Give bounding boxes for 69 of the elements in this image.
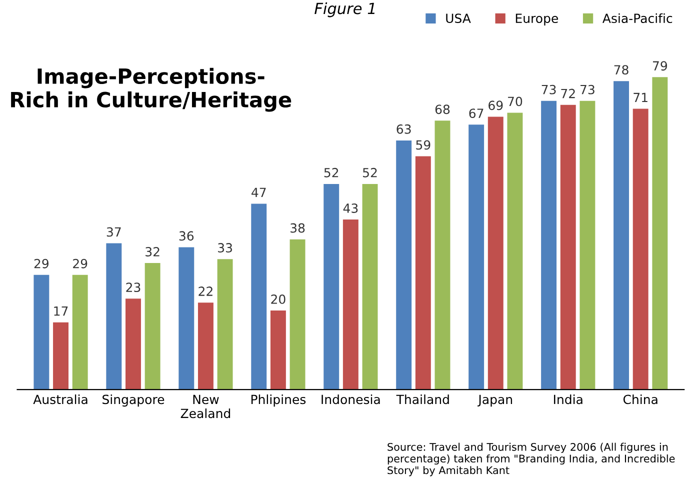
bar [560,104,576,390]
data-label: 59 [416,140,430,150]
data-label: 29 [73,258,88,268]
data-label: 33 [218,243,232,253]
legend-label: Europe [516,14,558,26]
data-label: 17 [54,306,68,316]
chart-subtitle: Figure 1 [314,2,375,18]
legend-label: Asia-Pacific [602,13,672,24]
bar [396,140,412,390]
data-label: 73 [580,84,594,94]
bar [106,243,122,390]
x-tick-label: New Zealand [180,394,230,418]
data-label: 22 [198,286,212,296]
bar [126,298,141,390]
bar [144,263,160,390]
x-tick-label: China [623,394,658,404]
bar [251,204,267,390]
data-label: 38 [290,223,305,233]
bar [488,116,504,390]
data-label: 29 [34,258,49,268]
legend-label: USA [446,14,471,24]
bar [324,184,340,390]
bar [614,81,630,390]
bar [342,220,358,390]
data-label: 23 [126,282,140,292]
bar [632,108,648,390]
data-label: 72 [561,88,575,98]
bar [53,322,68,390]
bar [34,274,50,390]
bar [434,120,450,390]
data-label: 43 [343,204,358,213]
x-tick-label: Thailand [396,394,449,404]
bar [415,156,431,390]
x-tick-label: India [554,394,582,404]
x-tick-label: Japan [478,394,512,407]
source-note: Source: Travel and Tourism Survey 2006 (All figures in percentage) taken from "Branding India, and Incredible Story" by Amitabh Kant [388,442,675,476]
data-label: 78 [614,65,628,75]
data-label: 71 [634,92,648,102]
data-label: 63 [396,124,411,134]
x-tick-label: Australia [33,394,88,404]
data-label: 52 [363,168,377,178]
bar [468,124,484,390]
data-label: 70 [508,96,522,106]
data-label: 32 [146,247,160,256]
bar [178,247,194,390]
data-label: 36 [179,231,194,241]
x-tick-label: Singapore [102,394,164,407]
x-tick-label: Phlipines [251,394,306,407]
bar [198,302,214,390]
data-label: 68 [435,104,450,114]
data-label: 79 [653,61,668,71]
data-label: 47 [252,188,266,197]
bar [652,77,668,390]
bar [290,239,306,390]
data-label: 73 [542,84,556,94]
chart-title: Image-Perceptions- Rich in Culture/Heritage [11,68,292,112]
bar [72,274,88,390]
data-label: 67 [469,108,484,118]
data-label: 52 [324,168,338,178]
x-tick-label: Indonesia [322,394,380,404]
bar [362,184,378,390]
bar [541,100,557,390]
data-label: 20 [271,294,286,304]
data-label: 69 [488,100,503,110]
bar [507,112,523,390]
bar [217,259,233,390]
data-label: 37 [106,227,121,237]
bar [270,310,286,390]
bar [580,100,596,390]
